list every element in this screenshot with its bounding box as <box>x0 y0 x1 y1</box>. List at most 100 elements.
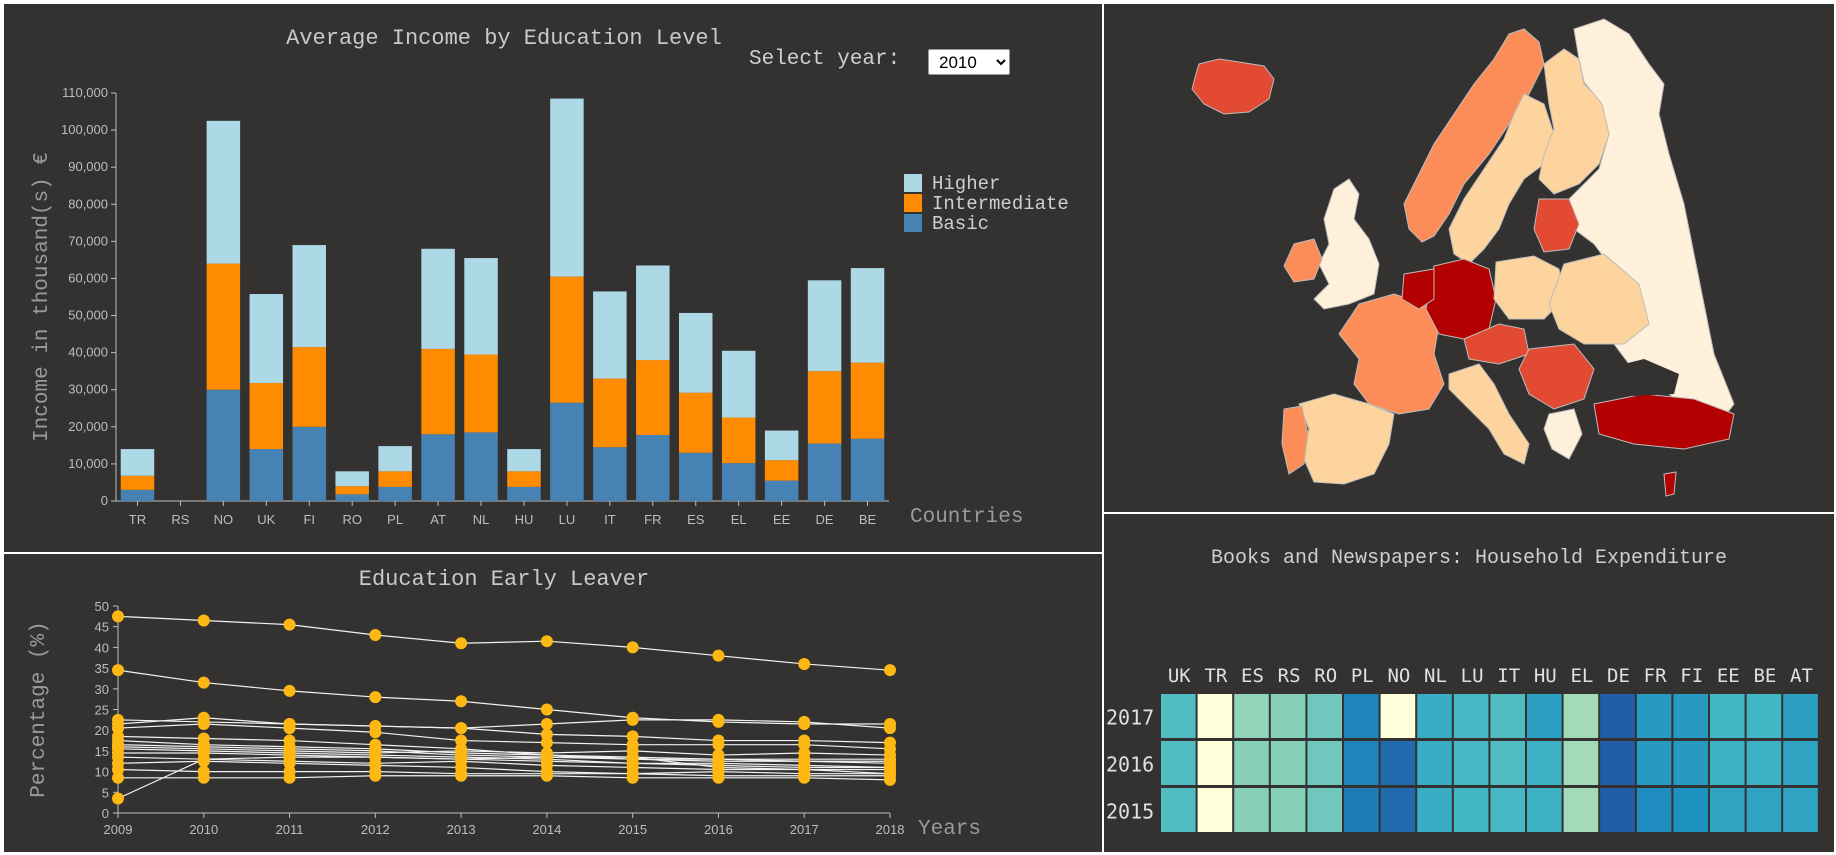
heatmap-cell-2017-rs[interactable] <box>1270 694 1306 738</box>
data-point[interactable] <box>369 746 382 759</box>
data-point[interactable] <box>283 722 296 735</box>
bar-higher-tr[interactable] <box>120 449 155 476</box>
data-point[interactable] <box>197 676 210 689</box>
bar-intermediate-fr[interactable] <box>636 360 670 435</box>
heatmap-cell-2015-no[interactable] <box>1380 788 1416 832</box>
heatmap-cell-2017-fr[interactable] <box>1636 694 1672 738</box>
data-point[interactable] <box>455 769 468 782</box>
data-point[interactable] <box>884 722 896 735</box>
heatmap-cell-2015-tr[interactable] <box>1197 788 1233 832</box>
data-point[interactable] <box>540 703 553 716</box>
series-line[interactable] <box>118 775 891 781</box>
data-point[interactable] <box>112 763 124 776</box>
bar-basic-fi[interactable] <box>292 426 326 501</box>
bar-basic-tr[interactable] <box>120 489 155 501</box>
bar-basic-at[interactable] <box>421 434 455 501</box>
series-line[interactable] <box>117 768 890 777</box>
data-point[interactable] <box>455 637 468 650</box>
heatmap-cell-2016-fr[interactable] <box>1636 741 1672 785</box>
data-point[interactable] <box>626 641 639 654</box>
data-point[interactable] <box>112 722 124 735</box>
data-point[interactable] <box>112 664 124 677</box>
heatmap-cell-2015-it[interactable] <box>1490 788 1525 832</box>
map-region-greece[interactable] <box>1543 408 1583 460</box>
data-point[interactable] <box>455 695 468 708</box>
data-point[interactable] <box>455 753 468 766</box>
bar-higher-be[interactable] <box>850 268 885 363</box>
heatmap-cell-2016-fi[interactable] <box>1673 741 1708 785</box>
data-point[interactable] <box>884 749 896 762</box>
heatmap-cell-2016-ro[interactable] <box>1307 741 1342 785</box>
bar-basic-hu[interactable] <box>507 486 541 501</box>
map-region-cyprus[interactable] <box>1663 471 1677 497</box>
data-point[interactable] <box>540 746 553 759</box>
heatmap-cell-2015-ro[interactable] <box>1307 788 1342 832</box>
series-line[interactable] <box>117 760 890 775</box>
data-point[interactable] <box>283 618 296 631</box>
bar-intermediate-fi[interactable] <box>292 347 326 427</box>
heatmap-cell-2015-fr[interactable] <box>1636 788 1672 832</box>
data-point[interactable] <box>283 744 296 757</box>
heatmap-cell-2017-ro[interactable] <box>1307 694 1342 738</box>
heatmap-cell-2017-nl[interactable] <box>1417 694 1452 738</box>
heatmap-cell-2017-hu[interactable] <box>1527 694 1562 738</box>
heatmap-cell-2016-uk[interactable] <box>1161 741 1196 785</box>
heatmap-cell-2017-lu[interactable] <box>1453 694 1489 738</box>
bar-basic-es[interactable] <box>679 452 713 501</box>
bar-basic-be[interactable] <box>850 438 885 501</box>
series-line[interactable] <box>117 615 891 671</box>
heatmap-cell-2015-hu[interactable] <box>1527 788 1562 832</box>
data-point[interactable] <box>369 726 382 739</box>
data-point[interactable] <box>197 742 210 755</box>
data-point[interactable] <box>712 761 725 774</box>
map-region-germany[interactable] <box>1425 258 1497 340</box>
bar-basic-lu[interactable] <box>550 402 584 501</box>
data-point[interactable] <box>112 792 124 805</box>
bar-intermediate-no[interactable] <box>206 263 241 390</box>
data-point[interactable] <box>283 684 296 697</box>
bar-intermediate-de[interactable] <box>807 371 842 444</box>
bar-higher-uk[interactable] <box>249 294 284 384</box>
heatmap-cell-2016-tr[interactable] <box>1197 741 1233 785</box>
heatmap-cell-2015-lu[interactable] <box>1453 788 1489 832</box>
data-point[interactable] <box>283 771 296 784</box>
heatmap-cell-2015-de[interactable] <box>1600 788 1635 832</box>
map-region-baltics[interactable] <box>1533 198 1580 253</box>
data-point[interactable] <box>798 715 811 728</box>
heatmap-cell-2016-rs[interactable] <box>1270 741 1306 785</box>
heatmap-cell-2017-be[interactable] <box>1746 694 1782 738</box>
series-line[interactable] <box>117 756 891 800</box>
data-point[interactable] <box>712 738 725 751</box>
bar-higher-fr[interactable] <box>636 265 670 361</box>
data-point[interactable] <box>626 730 639 743</box>
heatmap-cell-2015-be[interactable] <box>1746 788 1782 832</box>
bar-intermediate-lu[interactable] <box>550 276 584 403</box>
bar-basic-pl[interactable] <box>378 486 412 501</box>
heatmap-cell-2016-es[interactable] <box>1234 741 1269 785</box>
heatmap-cell-2017-ee[interactable] <box>1710 694 1745 738</box>
data-point[interactable] <box>540 635 553 648</box>
data-point[interactable] <box>540 769 553 782</box>
data-point[interactable] <box>798 746 811 759</box>
data-point[interactable] <box>369 769 382 782</box>
data-point[interactable] <box>884 767 896 780</box>
series-line[interactable] <box>117 739 890 760</box>
heatmap-cell-2016-de[interactable] <box>1600 741 1635 785</box>
bar-higher-ee[interactable] <box>764 430 799 461</box>
heatmap-cell-2016-it[interactable] <box>1490 741 1525 785</box>
bar-higher-at[interactable] <box>421 248 455 349</box>
heatmap-cell-2016-at[interactable] <box>1783 741 1818 785</box>
data-point[interactable] <box>455 722 468 735</box>
map-region-italy[interactable] <box>1448 363 1530 465</box>
heatmap-cell-2017-at[interactable] <box>1783 694 1818 738</box>
heatmap-cell-2017-el[interactable] <box>1563 694 1599 738</box>
data-point[interactable] <box>626 713 639 726</box>
data-point[interactable] <box>455 744 468 757</box>
heatmap-cell-2017-pl[interactable] <box>1344 694 1379 738</box>
heatmap-cell-2017-it[interactable] <box>1490 694 1525 738</box>
data-point[interactable] <box>712 771 725 784</box>
bar-intermediate-it[interactable] <box>593 378 627 448</box>
bar-higher-hu[interactable] <box>507 449 541 472</box>
series-line[interactable] <box>117 723 891 750</box>
heatmap-cell-2016-nl[interactable] <box>1417 741 1452 785</box>
